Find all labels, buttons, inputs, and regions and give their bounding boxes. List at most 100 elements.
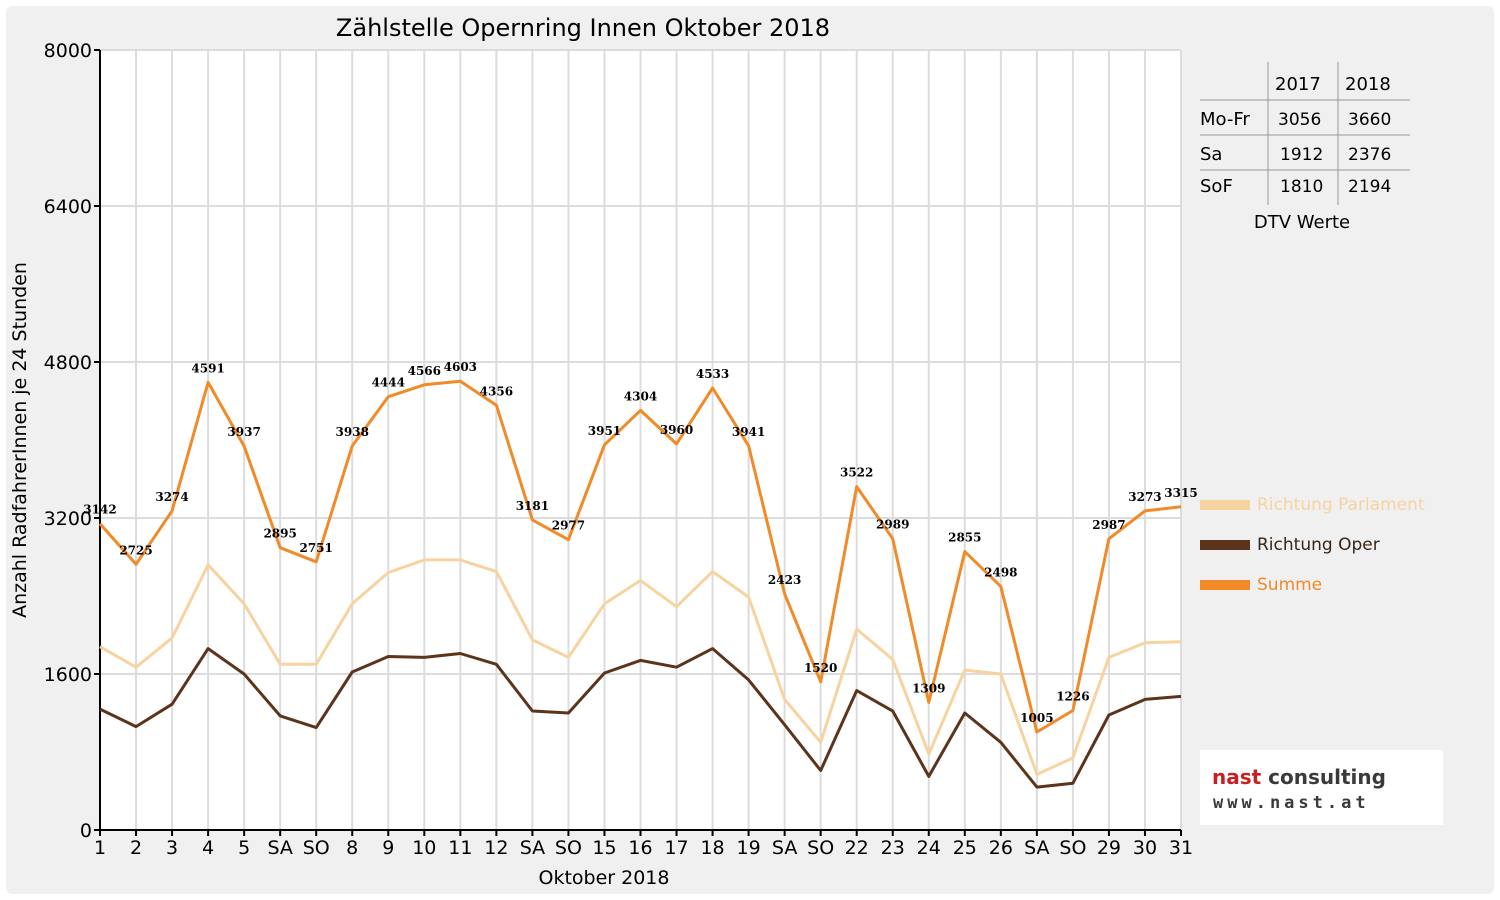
x-tick-label: 15 bbox=[592, 837, 616, 859]
dtv-cell-2017: 1912 bbox=[1280, 145, 1323, 165]
nast-consulting-logo: nast consulting www.nast.at bbox=[1200, 750, 1443, 825]
logo-text: nast consulting bbox=[1212, 765, 1386, 789]
series-lines bbox=[98, 379, 1182, 789]
dtv-cell-2018: 2194 bbox=[1348, 177, 1391, 197]
data-label: 2989 bbox=[876, 518, 909, 532]
data-label: 2423 bbox=[768, 573, 801, 587]
x-tick-label: SO bbox=[555, 837, 582, 859]
legend-swatch-summe bbox=[1200, 580, 1250, 590]
data-label: 2895 bbox=[263, 527, 296, 541]
legend: Richtung Parlament Richtung Oper Summe bbox=[1200, 495, 1425, 595]
x-tick-label: 2 bbox=[130, 837, 142, 859]
x-tick-label: 11 bbox=[448, 837, 472, 859]
y-tick-label: 4800 bbox=[44, 352, 92, 374]
x-tick-label: 22 bbox=[845, 837, 869, 859]
x-tick-label: SA bbox=[772, 837, 797, 859]
data-label: 4566 bbox=[408, 364, 441, 378]
dtv-header-2018: 2018 bbox=[1345, 74, 1391, 95]
data-label: 3937 bbox=[227, 425, 260, 439]
x-tick-label: SA bbox=[267, 837, 292, 859]
data-label: 1005 bbox=[1020, 711, 1053, 725]
x-tick-label: 8 bbox=[346, 837, 358, 859]
chart-title: Zählstelle Opernring Innen Oktober 2018 bbox=[336, 14, 830, 42]
legend-swatch-richtung-parlament bbox=[1200, 500, 1250, 510]
dtv-cell-2017: 1810 bbox=[1280, 177, 1323, 197]
dtv-row-label: Sa bbox=[1200, 144, 1222, 165]
x-tick-label: SO bbox=[303, 837, 330, 859]
data-label: 4533 bbox=[696, 367, 729, 381]
x-tick-label: SO bbox=[807, 837, 834, 859]
x-tick-label: 17 bbox=[664, 837, 688, 859]
x-tick-label: 16 bbox=[628, 837, 652, 859]
x-tick-label: 12 bbox=[484, 837, 508, 859]
dtv-header-2017: 2017 bbox=[1275, 74, 1321, 95]
data-label: 3522 bbox=[840, 466, 873, 480]
dtv-cell-2018: 3660 bbox=[1348, 110, 1391, 130]
data-label: 4444 bbox=[372, 376, 405, 390]
data-label: 2498 bbox=[984, 565, 1017, 579]
data-label: 3960 bbox=[660, 423, 693, 437]
data-label: 4591 bbox=[191, 361, 224, 375]
dtv-cell-2018: 2376 bbox=[1348, 145, 1391, 165]
x-tick-label: 9 bbox=[382, 837, 394, 859]
data-label: 2987 bbox=[1092, 518, 1125, 532]
data-label: 2977 bbox=[552, 519, 585, 533]
series-line-richtung-parlament bbox=[99, 558, 1182, 776]
data-label: 3142 bbox=[83, 503, 116, 517]
y-axis-title: Anzahl RadfahrerInnen je 24 Stunden bbox=[9, 262, 31, 618]
data-label: 4603 bbox=[444, 360, 477, 374]
dtv-table: 2017 2018 Mo-Fr 3056 3660 Sa 1912 2376 S… bbox=[1200, 62, 1410, 233]
y-tick-label: 1600 bbox=[44, 664, 92, 686]
data-label: 4304 bbox=[624, 389, 657, 403]
x-tick-label: 3 bbox=[166, 837, 178, 859]
data-label: 3273 bbox=[1128, 490, 1161, 504]
x-axis-title: Oktober 2018 bbox=[539, 867, 670, 889]
data-label: 3274 bbox=[155, 490, 188, 504]
dtv-row-label: SoF bbox=[1200, 176, 1233, 197]
x-tick-label: 31 bbox=[1169, 837, 1193, 859]
data-label: 3315 bbox=[1164, 486, 1197, 500]
x-tick-label: 5 bbox=[238, 837, 250, 859]
legend-label-richtung-oper: Richtung Oper bbox=[1257, 535, 1380, 555]
x-tick-label: 23 bbox=[881, 837, 905, 859]
x-tick-label: 1 bbox=[94, 837, 106, 859]
y-tick-label: 8000 bbox=[44, 40, 92, 62]
x-tick-label: 18 bbox=[700, 837, 724, 859]
data-label: 1226 bbox=[1056, 689, 1089, 703]
x-tick-label: 30 bbox=[1133, 837, 1157, 859]
y-tick-label: 3200 bbox=[44, 508, 92, 530]
data-label: 2855 bbox=[948, 531, 981, 545]
x-tick-label: SO bbox=[1059, 837, 1086, 859]
data-label: 3951 bbox=[588, 424, 621, 438]
series-line-richtung-oper bbox=[99, 647, 1182, 789]
x-tick-label: 4 bbox=[202, 837, 214, 859]
data-label: 1520 bbox=[804, 661, 837, 675]
x-tick-label: 19 bbox=[737, 837, 761, 859]
legend-label-summe: Summe bbox=[1257, 575, 1322, 595]
dtv-row-label: Mo-Fr bbox=[1200, 109, 1250, 130]
data-label: 2725 bbox=[119, 543, 152, 557]
legend-label-richtung-parlament: Richtung Parlament bbox=[1257, 495, 1425, 515]
x-tick-label: 24 bbox=[917, 837, 941, 859]
x-tick-label: 10 bbox=[412, 837, 436, 859]
data-label: 4356 bbox=[480, 384, 513, 398]
y-tick-label: 6400 bbox=[44, 196, 92, 218]
x-tick-label: SA bbox=[1024, 837, 1049, 859]
series-line-summe bbox=[98, 379, 1182, 734]
x-tick-label: 25 bbox=[953, 837, 977, 859]
legend-swatch-richtung-oper bbox=[1200, 540, 1250, 550]
x-tick-label: SA bbox=[520, 837, 545, 859]
y-tick-label: 0 bbox=[80, 820, 92, 842]
data-label: 3938 bbox=[336, 425, 369, 439]
data-label: 1309 bbox=[912, 681, 945, 695]
data-label: 3941 bbox=[732, 425, 765, 439]
data-label: 3181 bbox=[516, 499, 549, 513]
data-label: 2751 bbox=[299, 541, 332, 555]
dtv-caption: DTV Werte bbox=[1254, 212, 1350, 233]
dtv-cell-2017: 3056 bbox=[1278, 110, 1321, 130]
x-tick-label: 29 bbox=[1097, 837, 1121, 859]
x-tick-label: 26 bbox=[989, 837, 1013, 859]
